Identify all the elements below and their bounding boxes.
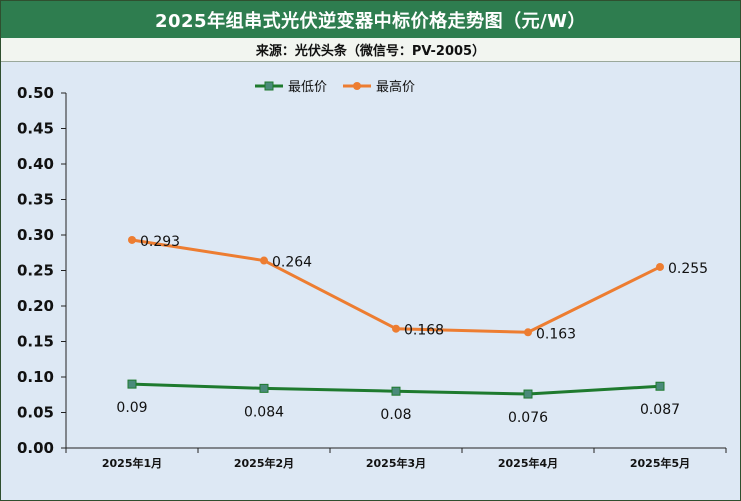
data-label: 0.168 bbox=[404, 323, 444, 339]
data-label: 0.264 bbox=[272, 255, 312, 271]
y-tick-label: 0.00 bbox=[17, 439, 54, 457]
legend-label: 最低价 bbox=[288, 80, 327, 95]
data-point-min bbox=[523, 389, 533, 399]
x-tick-label: 2025年1月 bbox=[102, 456, 162, 470]
series-line-max bbox=[131, 238, 661, 334]
data-point-min bbox=[391, 386, 401, 396]
data-label: 0.255 bbox=[668, 261, 708, 277]
x-tick-label: 2025年3月 bbox=[366, 456, 426, 470]
legend-label: 最高价 bbox=[376, 79, 415, 95]
y-tick-label: 0.15 bbox=[17, 333, 54, 351]
y-tick-label: 0.50 bbox=[17, 84, 54, 102]
data-point-max bbox=[524, 328, 532, 337]
data-label: 0.09 bbox=[116, 400, 147, 416]
y-tick-label: 0.25 bbox=[17, 262, 54, 280]
data-point-min bbox=[127, 379, 137, 389]
y-tick-label: 0.45 bbox=[17, 120, 54, 138]
data-label: 0.08 bbox=[380, 407, 411, 423]
data-point-min bbox=[259, 383, 269, 393]
data-label: 0.084 bbox=[244, 404, 284, 420]
y-tick-label: 0.35 bbox=[17, 191, 54, 209]
y-tick-label: 0.10 bbox=[17, 368, 54, 386]
data-label: 0.163 bbox=[536, 326, 576, 342]
x-tick-label: 2025年5月 bbox=[630, 456, 690, 470]
chart-title: 2025年组串式光伏逆变器中标价格走势图（元/W） bbox=[1, 1, 740, 38]
data-point-max bbox=[656, 262, 664, 271]
legend-marker bbox=[353, 82, 361, 90]
y-tick-label: 0.05 bbox=[17, 404, 54, 422]
y-tick-label: 0.30 bbox=[17, 226, 54, 244]
y-tick-label: 0.20 bbox=[17, 297, 54, 315]
x-tick-label: 2025年4月 bbox=[498, 456, 558, 470]
x-tick-label: 2025年2月 bbox=[234, 456, 294, 470]
chart-source: 来源：光伏头条（微信号：PV-2005） bbox=[1, 38, 740, 62]
data-label: 0.293 bbox=[140, 234, 180, 250]
data-point-max bbox=[392, 324, 400, 333]
data-point-min bbox=[655, 381, 665, 391]
legend-marker bbox=[264, 81, 274, 91]
y-tick-label: 0.40 bbox=[17, 155, 54, 173]
data-label: 0.076 bbox=[508, 410, 548, 426]
data-point-max bbox=[260, 256, 268, 265]
data-label: 0.087 bbox=[640, 402, 680, 418]
data-point-max bbox=[128, 235, 136, 244]
